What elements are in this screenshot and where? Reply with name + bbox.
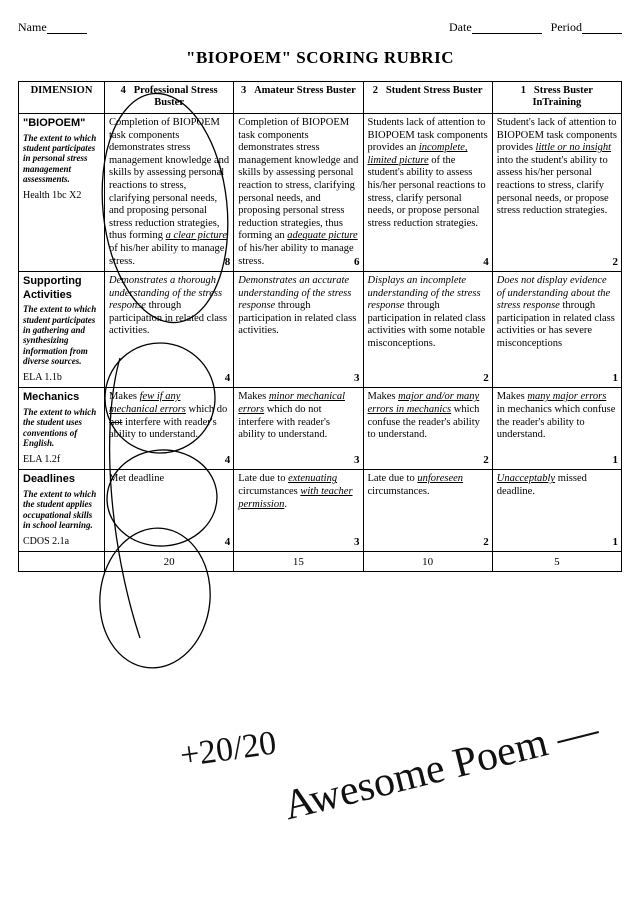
- handwritten-score: +20/20: [178, 723, 279, 777]
- col-1: 1 Stress Buster InTraining: [492, 81, 621, 113]
- r3c2: Makes major and/or many errors in mechan…: [363, 388, 492, 470]
- dim-deadlines: Deadlines The extent to which the studen…: [19, 470, 105, 552]
- total-2: 10: [363, 552, 492, 572]
- r3c4: Makes few if any mechanical errors which…: [105, 388, 234, 470]
- r4c3: Late due to extenuating circumstances wi…: [234, 470, 363, 552]
- row-biopoem: "BIOPOEM" The extent to which student pa…: [19, 113, 622, 271]
- header-line: Name Date Period: [18, 20, 622, 34]
- row-deadlines: Deadlines The extent to which the studen…: [19, 470, 622, 552]
- total-3: 15: [234, 552, 363, 572]
- r4c4: Met deadline 4: [105, 470, 234, 552]
- r3c1: Makes many major errors in mechanics whi…: [492, 388, 621, 470]
- r4c1: Unacceptably missed deadline. 1: [492, 470, 621, 552]
- r2c4: Demonstrates a thorough understanding of…: [105, 272, 234, 388]
- col-dimension: DIMENSION: [19, 81, 105, 113]
- r1c4: Completion of BIOPOEM task components de…: [105, 113, 234, 271]
- row-supporting: Supporting Activities The extent to whic…: [19, 272, 622, 388]
- total-4: 20: [105, 552, 234, 572]
- dim-supporting: Supporting Activities The extent to whic…: [19, 272, 105, 388]
- date-period: Date Period: [449, 20, 622, 34]
- r2c1: Does not display evidence of understandi…: [492, 272, 621, 388]
- r4c2: Late due to unforeseen circumstances. 2: [363, 470, 492, 552]
- total-1: 5: [492, 552, 621, 572]
- header-row: DIMENSION 4 Professional Stress Buster 3…: [19, 81, 622, 113]
- col-3: 3 Amateur Stress Buster: [234, 81, 363, 113]
- r2c2: Displays an incomplete understanding of …: [363, 272, 492, 388]
- totals-blank: [19, 552, 105, 572]
- handwritten-comment: Awesome Poem —: [280, 712, 602, 827]
- r1c1: Student's lack of attention to BIOPOEM t…: [492, 113, 621, 271]
- col-2: 2 Student Stress Buster: [363, 81, 492, 113]
- dim-mechanics: Mechanics The extent to which the studen…: [19, 388, 105, 470]
- r1c2: Students lack of attention to BIOPOEM ta…: [363, 113, 492, 271]
- rubric-table: DIMENSION 4 Professional Stress Buster 3…: [18, 81, 622, 573]
- row-mechanics: Mechanics The extent to which the studen…: [19, 388, 622, 470]
- r1c3: Completion of BIOPOEM task components de…: [234, 113, 363, 271]
- r2c3: Demonstrates an accurate understanding o…: [234, 272, 363, 388]
- row-totals: 20 15 10 5: [19, 552, 622, 572]
- dim-biopoem: "BIOPOEM" The extent to which student pa…: [19, 113, 105, 271]
- name-label: Name: [18, 20, 87, 34]
- r3c3: Makes minor mechanical errors which do n…: [234, 388, 363, 470]
- page-title: "BIOPOEM" SCORING RUBRIC: [18, 48, 622, 68]
- col-4: 4 Professional Stress Buster: [105, 81, 234, 113]
